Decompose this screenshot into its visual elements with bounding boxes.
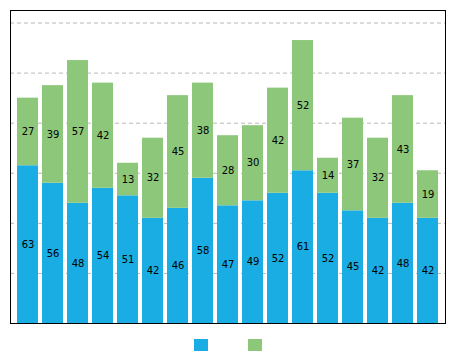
svg-text:47: 47 [222,259,235,270]
svg-text:42: 42 [372,265,385,276]
svg-text:52: 52 [272,253,285,264]
svg-text:30: 30 [247,157,260,168]
svg-text:43: 43 [397,144,410,155]
svg-text:45: 45 [347,261,360,272]
svg-text:42: 42 [97,130,110,141]
svg-text:13: 13 [122,174,135,185]
svg-text:48: 48 [72,258,85,269]
svg-text:58: 58 [197,245,210,256]
svg-text:52: 52 [297,100,310,111]
svg-text:45: 45 [172,146,185,157]
svg-text:42: 42 [422,265,435,276]
svg-text:42: 42 [147,265,160,276]
svg-text:42: 42 [272,135,285,146]
svg-text:38: 38 [197,125,210,136]
svg-text:61: 61 [297,241,310,252]
svg-text:49: 49 [247,256,260,267]
svg-text:46: 46 [172,260,185,271]
svg-text:14: 14 [322,170,335,181]
svg-text:37: 37 [347,159,360,170]
svg-text:48: 48 [397,258,410,269]
svg-text:32: 32 [372,172,385,183]
svg-text:57: 57 [72,126,85,137]
svg-text:63: 63 [22,239,35,250]
svg-text:52: 52 [322,253,335,264]
svg-text:19: 19 [422,189,435,200]
svg-text:32: 32 [147,172,160,183]
svg-text:54: 54 [97,250,110,261]
svg-text:56: 56 [47,248,60,259]
svg-text:28: 28 [222,165,235,176]
svg-text:39: 39 [47,129,60,140]
svg-text:51: 51 [122,254,135,265]
svg-text:27: 27 [22,126,35,137]
